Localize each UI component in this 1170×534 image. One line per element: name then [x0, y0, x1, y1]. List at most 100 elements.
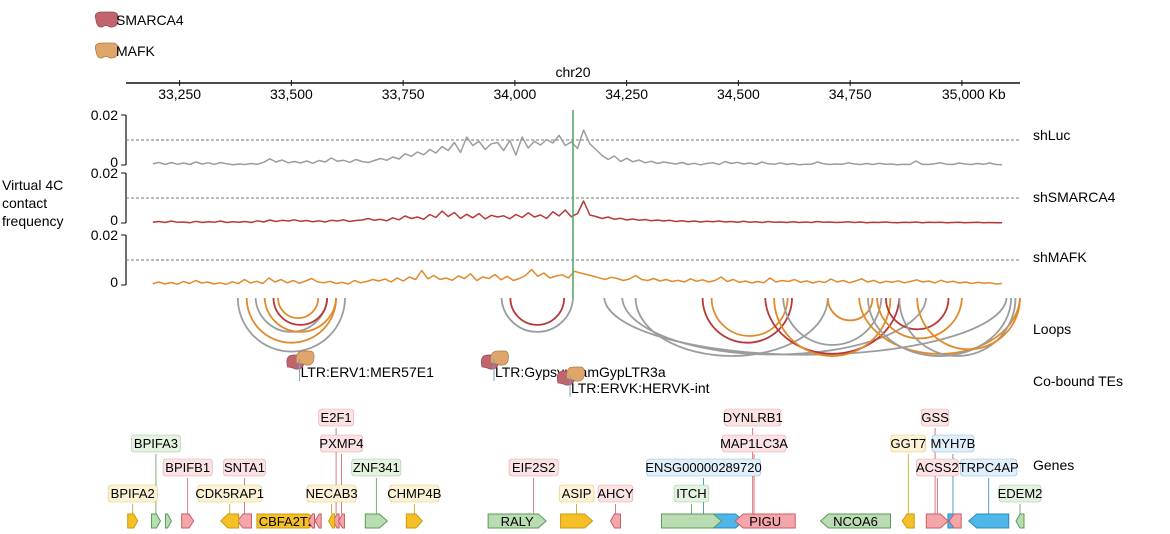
track-label-loops: Loops [1033, 321, 1071, 337]
gene-label-box [931, 434, 975, 453]
gene-label-box [960, 458, 1018, 477]
gene-label: ACSS2 [916, 460, 959, 475]
track-y-tick-label-max: 0.02 [91, 107, 118, 123]
genomic-axis: 33,250 33,500 33,750 34,000 34,250 34,500 34,7… [126, 80, 1020, 102]
gene-label-box [916, 458, 959, 477]
gene-label: ITCH [676, 486, 706, 501]
gene-label-box [508, 458, 559, 477]
gene-e2f1: E2F1 [318, 408, 354, 529]
gene-label: MYH7B [931, 436, 976, 451]
gene-label: RALY [501, 514, 534, 529]
legend-item-mafk: MAFK [94, 42, 156, 59]
gene-label-box [646, 458, 761, 477]
track-shmafk: 0.02 0 [91, 227, 1020, 290]
gene-label: TRPC4AP [959, 460, 1019, 475]
track-label-shmafk: shMAFK [1033, 249, 1087, 265]
gene-label-box [320, 434, 363, 453]
gene-label: NCOA6 [833, 514, 878, 529]
gene-unlabeled [948, 513, 962, 529]
gene-label: AHCY [597, 486, 633, 501]
loop-arc [710, 297, 789, 337]
gene-glyph [314, 513, 322, 529]
axis-tick-label: 34,750 [829, 86, 872, 102]
gene-unlabeled [307, 513, 316, 529]
gene-trpc4ap: TRPC4AP [959, 458, 1019, 529]
gene-cbfa2t2: CBFA2T2 [256, 513, 318, 529]
gene-glyph [948, 513, 962, 529]
gene-map1lc3a: MAP1LC3A [720, 434, 788, 529]
gene-acss2: ACSS2 [916, 458, 959, 529]
te-marker: LTR:ERV1:MER57E1 [286, 350, 435, 381]
cobound-tes-track: LTR:ERV1:MER57E1LTR:Gypsy:MamGypLTR3aLTR… [286, 350, 710, 397]
y-axis-label: Virtual 4C contact frequency [2, 177, 63, 229]
gene-glyph [660, 513, 723, 529]
gene-label-box [162, 458, 213, 477]
gene-chmp4b: CHMP4B [387, 484, 441, 529]
gene-label: BPIFA2 [111, 486, 155, 501]
track-labels: shLuc shSMARCA4 shMAFK Loops Co-bound TE… [1033, 127, 1123, 473]
gene-label: NECAB3 [306, 486, 358, 501]
gene-unlabeled [164, 513, 173, 529]
gene-label: CDK5RAP1 [195, 486, 264, 501]
gene-glyph [967, 513, 1010, 529]
gene-glyph [901, 513, 915, 529]
gene-label: EIF2S2 [512, 460, 555, 475]
gene-label-box [389, 484, 440, 503]
gene-glyph [337, 513, 345, 529]
loop-arc [885, 297, 950, 331]
genes-track: BPIFA3 BPIFB1 SNTA1 BPIFA2 CDK5RAP1 E2F1 PXMP4… [107, 408, 1043, 529]
loop-arc [826, 297, 874, 322]
gene-bpifa3: BPIFA3 [131, 434, 181, 529]
gene-glyph [609, 513, 621, 529]
gene-necab3: NECAB3 [306, 484, 358, 529]
mafk-protein-icon [490, 350, 509, 366]
track-shsmarca4: 0.02 0 [91, 165, 1020, 228]
gene-bpifb1: BPIFB1 [162, 458, 213, 529]
gene-edem2: EDEM2 [998, 484, 1043, 529]
gene-znf341: ZNF341 [351, 458, 402, 529]
gene-glyph [181, 513, 195, 529]
axis-tick-label: 34,250 [605, 86, 648, 102]
loop-arc [867, 297, 1012, 357]
gene-label: ASIP [562, 486, 592, 501]
te-label: LTR:ERV1:MER57E1 [301, 364, 435, 380]
ylabel-line-1: Virtual 4C [2, 177, 63, 193]
legend-item-smarca4: SMARCA4 [94, 11, 184, 28]
gene-label-box [721, 434, 787, 453]
loop-arc [782, 297, 883, 346]
gene-label: GGT7 [891, 436, 926, 451]
gene-glyph [236, 513, 252, 529]
gene-glyph [487, 513, 547, 529]
gene-glyph [164, 513, 173, 529]
gene-label-box [998, 484, 1042, 503]
track-label-tes: Co-bound TEs [1033, 373, 1123, 389]
gene-label: DYNLRB1 [723, 410, 783, 425]
gene-snta1: SNTA1 [223, 458, 266, 529]
gene-label: PIGU [749, 514, 781, 529]
track-y-tick-label-min: 0 [110, 212, 118, 228]
gene-glyph [219, 513, 240, 529]
loop-arc [236, 297, 346, 353]
te-marker: LTR:ERVK:HERVK-int [556, 366, 710, 397]
gene-glyph [925, 513, 950, 529]
gene-glyph [364, 513, 389, 529]
track-label-shluc: shLuc [1033, 127, 1070, 143]
track-label-genes: Genes [1033, 457, 1074, 473]
track-y-tick-label-max: 0.02 [91, 227, 118, 243]
legend: SMARCA4 MAFK [94, 11, 184, 59]
track-y-tick-label-min: 0 [110, 154, 118, 170]
loop-arc [773, 297, 892, 357]
gene-asip: ASIP [558, 484, 595, 529]
gene-label: CHMP4B [387, 486, 441, 501]
mafk-protein-icon [566, 366, 585, 382]
gene-glyph [405, 513, 423, 529]
loop-arc [272, 297, 328, 326]
mafk-protein-icon [295, 350, 315, 366]
loop-arc [876, 297, 963, 340]
legend-label-mafk: MAFK [116, 43, 156, 59]
gene-label: EDEM2 [998, 486, 1043, 501]
axis-tick-label: 34,500 [717, 86, 760, 102]
gene-label: SNTA1 [224, 460, 265, 475]
gene-glyph [734, 513, 796, 529]
